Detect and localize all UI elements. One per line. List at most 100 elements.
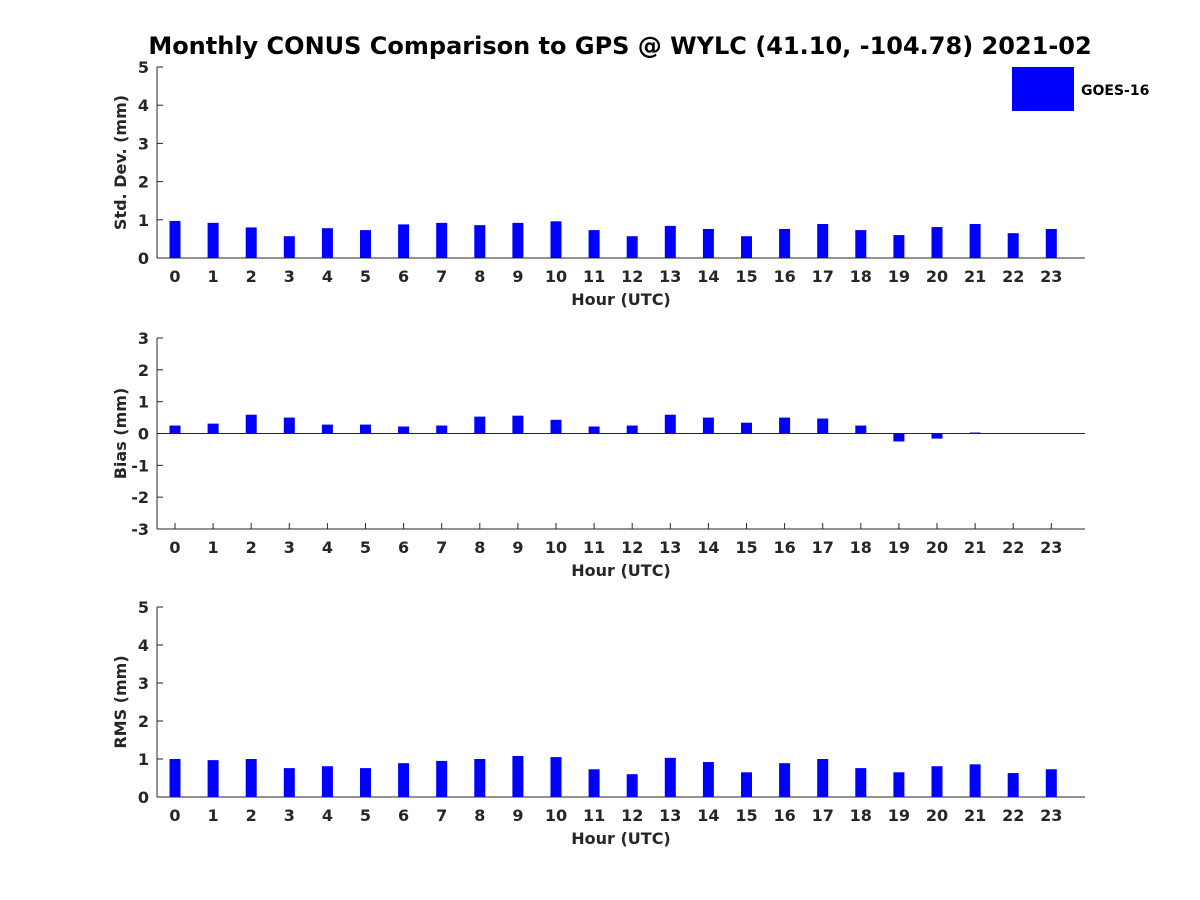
std-dev-x-tick-label: 0 <box>169 267 180 286</box>
bias-x-tick-label: 6 <box>398 538 409 557</box>
rms-y-tick-label: 5 <box>138 598 149 617</box>
chart-title: Monthly CONUS Comparison to GPS @ WYLC (… <box>148 32 1091 60</box>
bias-x-tick-label: 0 <box>169 538 180 557</box>
rms-bar-19 <box>893 772 905 797</box>
rms-x-tick-label: 13 <box>659 806 681 825</box>
bias-y-label: Bias (mm) <box>111 388 130 480</box>
std-dev-bar-14 <box>702 228 714 258</box>
std-dev-bar-17 <box>817 224 829 258</box>
std-dev-x-tick-label: 17 <box>812 267 834 286</box>
bias-y-tick-label: -3 <box>131 520 149 539</box>
bias-x-tick-label: 7 <box>436 538 447 557</box>
rms-x-tick-label: 14 <box>697 806 719 825</box>
rms-x-tick-label: 0 <box>169 806 180 825</box>
rms-x-tick-label: 21 <box>964 806 986 825</box>
bias-x-tick-label: 14 <box>697 538 719 557</box>
rms-y-label: RMS (mm) <box>111 655 130 748</box>
std-dev-bar-23 <box>1045 228 1057 258</box>
rms-bar-15 <box>741 772 752 797</box>
rms-x-tick-label: 17 <box>812 806 834 825</box>
bias-y-tick-label: -1 <box>131 456 149 475</box>
rms-x-tick-label: 8 <box>474 806 485 825</box>
std-dev-bar-9 <box>512 222 524 258</box>
std-dev-x-tick-label: 1 <box>208 267 219 286</box>
rms-bar-20 <box>931 766 943 797</box>
rms-x-tick-label: 19 <box>888 806 910 825</box>
bias-x-label: Hour (UTC) <box>571 561 671 580</box>
bias-bar-11 <box>588 426 600 434</box>
bias-x-tick-label: 8 <box>474 538 485 557</box>
std-dev-x-tick-label: 16 <box>773 267 795 286</box>
rms-bar-18 <box>855 768 867 797</box>
std-dev-bar-18 <box>855 230 867 258</box>
rms-x-label: Hour (UTC) <box>571 829 671 848</box>
rms-bar-3 <box>283 768 295 797</box>
bias-bar-19 <box>893 433 905 442</box>
bias-x-tick-label: 15 <box>735 538 757 557</box>
rms-bar-14 <box>702 762 714 797</box>
bias-bar-4 <box>321 424 333 434</box>
bias-x-tick-label: 1 <box>208 538 219 557</box>
rms-bar-10 <box>550 757 562 797</box>
std-dev-bar-20 <box>931 227 943 258</box>
rms-bar-2 <box>245 759 257 797</box>
bias-y-tick-label: 3 <box>138 329 149 348</box>
bias-x-tick-label: 3 <box>284 538 295 557</box>
std-dev-bar-11 <box>588 230 600 258</box>
bias-x-tick-label: 2 <box>246 538 257 557</box>
rms-y-tick-label: 4 <box>138 636 149 655</box>
bias-bar-17 <box>817 418 829 434</box>
std-dev-y-label: Std. Dev. (mm) <box>111 95 130 230</box>
rms-y-tick-label: 2 <box>138 712 149 731</box>
rms-bar-21 <box>969 764 981 797</box>
std-dev-y-tick-label: 3 <box>138 134 149 153</box>
bias-bar-21 <box>969 432 981 434</box>
rms-x-tick-label: 23 <box>1040 806 1062 825</box>
bias-y-tick-label: 0 <box>138 425 149 444</box>
std-dev-x-tick-label: 20 <box>926 267 948 286</box>
rms-y-tick-label: 3 <box>138 674 149 693</box>
bias-bar-14 <box>702 417 714 434</box>
std-dev-x-tick-label: 6 <box>398 267 409 286</box>
rms-bar-16 <box>779 763 791 797</box>
std-dev-bar-22 <box>1007 233 1019 258</box>
std-dev-x-tick-label: 19 <box>888 267 910 286</box>
std-dev-bar-7 <box>436 222 448 258</box>
bias-x-tick-label: 18 <box>850 538 872 557</box>
bias-bar-15 <box>741 422 752 434</box>
std-dev-bar-13 <box>664 225 676 258</box>
std-dev-bar-12 <box>626 236 638 258</box>
std-dev-bar-0 <box>169 220 181 258</box>
bias-bar-20 <box>931 433 943 439</box>
rms-bar-8 <box>474 759 486 797</box>
std-dev-bar-10 <box>550 221 562 258</box>
std-dev-y-tick-label: 0 <box>138 249 149 268</box>
std-dev-bar-6 <box>398 224 410 258</box>
std-dev-bar-15 <box>741 236 752 258</box>
bias-bar-16 <box>779 417 791 434</box>
rms-x-tick-label: 10 <box>545 806 567 825</box>
bias-x-tick-label: 9 <box>512 538 523 557</box>
std-dev-x-tick-label: 18 <box>850 267 872 286</box>
std-dev-x-tick-label: 12 <box>621 267 643 286</box>
rms-bar-11 <box>588 769 600 797</box>
bias-bar-2 <box>245 414 257 434</box>
rms-x-tick-label: 12 <box>621 806 643 825</box>
rms-bar-22 <box>1007 773 1019 797</box>
std-dev-bar-3 <box>283 236 295 258</box>
bias-bar-9 <box>512 415 524 434</box>
bias-x-tick-label: 4 <box>322 538 333 557</box>
std-dev-bar-21 <box>969 224 981 258</box>
rms-bar-7 <box>436 760 448 797</box>
bias-bar-5 <box>360 424 371 434</box>
std-dev-x-tick-label: 10 <box>545 267 567 286</box>
rms-bar-4 <box>321 766 333 797</box>
std-dev-y-tick-label: 4 <box>138 96 149 115</box>
rms-bar-6 <box>398 763 410 797</box>
std-dev-bar-1 <box>207 222 219 258</box>
std-dev-x-tick-label: 21 <box>964 267 986 286</box>
bias-x-tick-label: 20 <box>926 538 948 557</box>
